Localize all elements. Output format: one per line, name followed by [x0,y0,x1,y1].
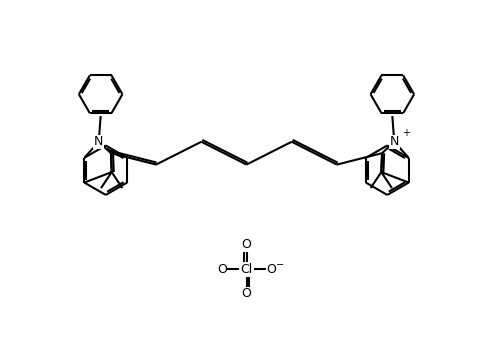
Text: O: O [266,263,276,276]
Text: O: O [242,287,251,300]
Text: O: O [242,238,251,251]
Text: Cl: Cl [241,263,252,276]
Text: −: − [276,260,283,270]
Text: O: O [217,263,227,276]
Text: N: N [94,135,104,148]
Text: N: N [389,135,399,148]
Text: +: + [402,128,410,139]
